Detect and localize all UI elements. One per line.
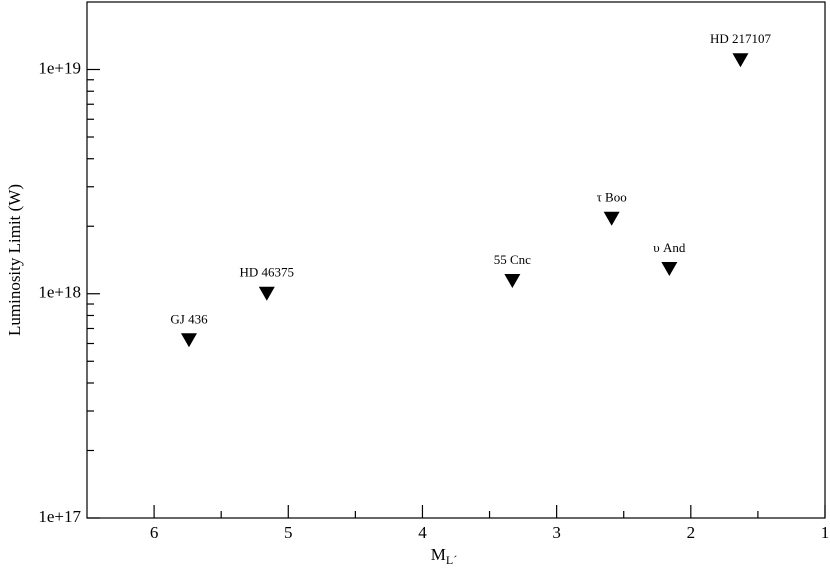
x-tick-label: 3 <box>552 523 561 542</box>
data-point <box>180 333 197 348</box>
y-tick-label: 1e+17 <box>38 507 81 526</box>
plot-frame <box>86 1 826 519</box>
y-tick-label: 1e+19 <box>38 58 81 77</box>
data-point <box>258 286 275 301</box>
y-axis-label: Luminosity Limit (W) <box>5 184 24 336</box>
data-point <box>732 53 749 68</box>
x-label-main: M <box>431 545 446 564</box>
point-label: υ And <box>653 240 686 255</box>
x-tick-label: 6 <box>150 523 159 542</box>
data-point <box>504 273 521 288</box>
point-label: τ Boo <box>597 190 627 205</box>
data-point <box>603 211 620 226</box>
point-label: 55 Cnc <box>494 252 531 267</box>
x-label-sub: L´ <box>446 553 457 567</box>
point-label: GJ 436 <box>170 311 208 326</box>
point-label: HD 46375 <box>240 265 295 280</box>
y-tick-label: 1e+18 <box>38 283 81 302</box>
data-point <box>661 261 678 276</box>
point-label: HD 217107 <box>710 31 772 46</box>
x-tick-label: 4 <box>418 523 427 542</box>
x-tick-label: 5 <box>284 523 293 542</box>
x-tick-label: 1 <box>821 523 830 542</box>
x-tick-label: 2 <box>687 523 696 542</box>
x-axis-label: ML´ <box>431 545 457 567</box>
